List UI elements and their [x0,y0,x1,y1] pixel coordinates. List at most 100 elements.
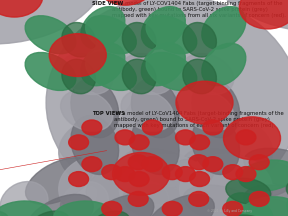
Circle shape [249,191,269,206]
Ellipse shape [26,194,93,216]
Circle shape [239,0,288,29]
Ellipse shape [121,90,173,131]
Circle shape [102,165,122,180]
Ellipse shape [192,116,240,175]
Circle shape [115,130,135,145]
Circle shape [142,120,162,135]
Circle shape [190,172,210,187]
Ellipse shape [287,193,288,216]
Text: © 2021 Eli Lilly and Company: © 2021 Eli Lilly and Company [207,209,252,213]
Circle shape [129,135,149,150]
Ellipse shape [54,201,113,216]
Ellipse shape [123,148,199,187]
Circle shape [203,157,223,172]
Circle shape [119,118,212,187]
Circle shape [97,0,154,5]
Circle shape [82,157,102,172]
Ellipse shape [141,43,185,86]
Ellipse shape [175,199,234,216]
Ellipse shape [183,59,216,94]
Ellipse shape [286,215,288,216]
Ellipse shape [226,215,271,216]
Ellipse shape [25,16,76,54]
Circle shape [189,155,209,170]
Ellipse shape [286,178,288,205]
Circle shape [119,154,212,216]
Text: key mutations: key mutations [0,151,107,216]
Ellipse shape [71,79,119,138]
Circle shape [176,81,233,124]
Circle shape [223,165,242,180]
Ellipse shape [122,22,156,57]
Ellipse shape [60,90,113,131]
Ellipse shape [236,162,288,197]
Ellipse shape [244,148,288,187]
Circle shape [82,120,102,135]
Ellipse shape [183,22,216,57]
Circle shape [69,172,89,187]
Ellipse shape [146,52,197,91]
Ellipse shape [86,52,136,91]
Ellipse shape [131,79,179,138]
Circle shape [189,191,209,206]
Circle shape [249,155,269,170]
Ellipse shape [0,201,53,216]
Ellipse shape [122,59,156,94]
Ellipse shape [239,160,288,191]
Ellipse shape [60,181,109,216]
Ellipse shape [0,211,9,216]
Ellipse shape [62,59,95,94]
Ellipse shape [46,0,288,210]
Ellipse shape [205,0,288,32]
Circle shape [175,130,195,145]
Ellipse shape [26,158,93,204]
Circle shape [223,117,281,160]
Ellipse shape [86,16,136,54]
Ellipse shape [192,79,240,138]
Circle shape [180,154,272,216]
Ellipse shape [86,158,154,204]
Ellipse shape [81,43,125,86]
Circle shape [180,118,272,187]
Text: SIDE VIEW: SIDE VIEW [92,1,123,6]
Ellipse shape [146,16,197,54]
Ellipse shape [89,211,130,216]
Circle shape [102,201,122,216]
Ellipse shape [147,158,214,204]
Ellipse shape [71,116,119,175]
Ellipse shape [86,194,154,216]
Ellipse shape [183,148,260,187]
Ellipse shape [147,194,214,216]
Ellipse shape [181,90,234,131]
Circle shape [236,130,256,145]
Ellipse shape [202,43,246,86]
Circle shape [203,120,223,135]
Ellipse shape [0,181,48,216]
Ellipse shape [226,178,271,205]
Ellipse shape [226,193,274,216]
Circle shape [128,155,148,170]
Circle shape [236,167,256,181]
Ellipse shape [181,54,234,94]
Ellipse shape [236,199,288,216]
Ellipse shape [141,6,185,49]
Circle shape [162,165,182,180]
Circle shape [128,191,148,206]
Circle shape [0,0,43,17]
Ellipse shape [121,181,169,216]
Ellipse shape [121,54,173,94]
Circle shape [190,135,210,150]
Ellipse shape [60,54,113,94]
Ellipse shape [123,185,199,216]
Ellipse shape [175,162,234,197]
Ellipse shape [28,211,70,216]
Ellipse shape [94,79,252,216]
Circle shape [223,201,242,216]
Circle shape [49,34,106,76]
Text: of a model of LY-CoV1404 Fabs (target-binding fragments of the antibody, green) : of a model of LY-CoV1404 Fabs (target-bi… [114,111,283,128]
Ellipse shape [131,116,179,175]
Text: of a model of LY-COV1404 Fabs (target-binding fragments of the antibody, green) : of a model of LY-COV1404 Fabs (target-bi… [112,1,286,18]
Circle shape [69,135,89,150]
Ellipse shape [25,52,76,91]
Circle shape [59,118,151,187]
